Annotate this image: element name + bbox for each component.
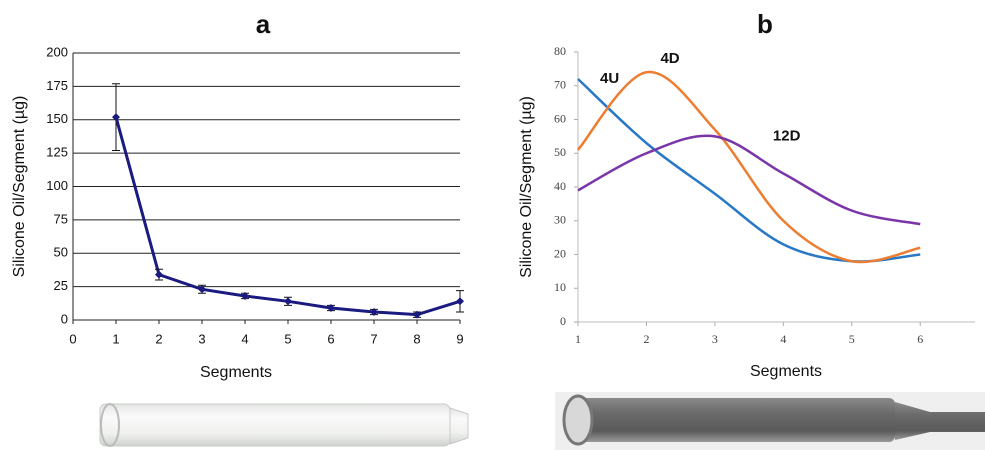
x-tick-label: 2 (643, 332, 649, 346)
series-label: 4D (660, 50, 679, 67)
figure: aSegmentsSilicone Oil/Segment (µg)025507… (0, 0, 985, 450)
x-axis-label: Segments (200, 364, 272, 381)
chart-b: b Segments Silicone Oil/Segment (µg) 0 10 20 3… (518, 9, 975, 380)
data-point (456, 297, 464, 305)
barrel-image-a (100, 404, 468, 446)
x-tick-label: 0 (69, 331, 76, 346)
y-tick-label: 0 (61, 311, 68, 326)
data-point (155, 271, 163, 279)
line (116, 117, 460, 315)
y-tick-label: 150 (46, 111, 68, 126)
y-tick-label: 75 (54, 211, 68, 226)
x-tick-label: 9 (456, 331, 463, 346)
line (578, 79, 920, 262)
y-tick-label: 60 (554, 111, 566, 125)
barrel-image-b (555, 392, 985, 450)
y-tick-label: 40 (554, 179, 566, 193)
y-tick-label: 50 (54, 245, 68, 260)
y-tick-label: 200 (46, 44, 68, 59)
line (578, 72, 920, 262)
data-point (284, 297, 292, 305)
x-tick-label: 3 (198, 331, 205, 346)
y-tick-label: 175 (46, 78, 68, 93)
line (578, 136, 920, 224)
y-axis-label: Silicone Oil/Segment (µg) (518, 96, 535, 278)
y-tick-label: 0 (560, 314, 566, 328)
x-tick-label: 5 (849, 332, 855, 346)
y-tick-label: 20 (554, 246, 566, 260)
x-tick-label: 7 (370, 331, 377, 346)
chart-title: a (256, 9, 271, 39)
x-axis-label: Segments (750, 363, 822, 380)
x-tick-label: 1 (575, 332, 581, 346)
series-label: 12D (773, 127, 801, 144)
y-tick-label: 125 (46, 145, 68, 160)
series-label: 4U (600, 70, 619, 87)
x-tick-label: 8 (413, 331, 420, 346)
x-tick-label: 4 (241, 331, 248, 346)
y-tick-label: 10 (554, 280, 566, 294)
x-tick-label: 4 (780, 332, 786, 346)
y-tick-label: 70 (554, 78, 566, 92)
y-tick-label: 50 (554, 145, 566, 159)
chart-title: b (757, 9, 773, 39)
y-tick-label: 25 (54, 278, 68, 293)
y-tick-label: 30 (554, 213, 566, 227)
y-axis-label: Silicone Oil/Segment (µg) (11, 96, 28, 278)
x-tick-label: 2 (155, 331, 162, 346)
y-tick-label: 80 (554, 44, 566, 58)
x-tick-label: 5 (284, 331, 291, 346)
x-tick-label: 3 (712, 332, 718, 346)
x-tick-label: 6 (327, 331, 334, 346)
x-tick-label: 1 (112, 331, 119, 346)
y-tick-label: 100 (46, 178, 68, 193)
x-tick-label: 6 (917, 332, 923, 346)
